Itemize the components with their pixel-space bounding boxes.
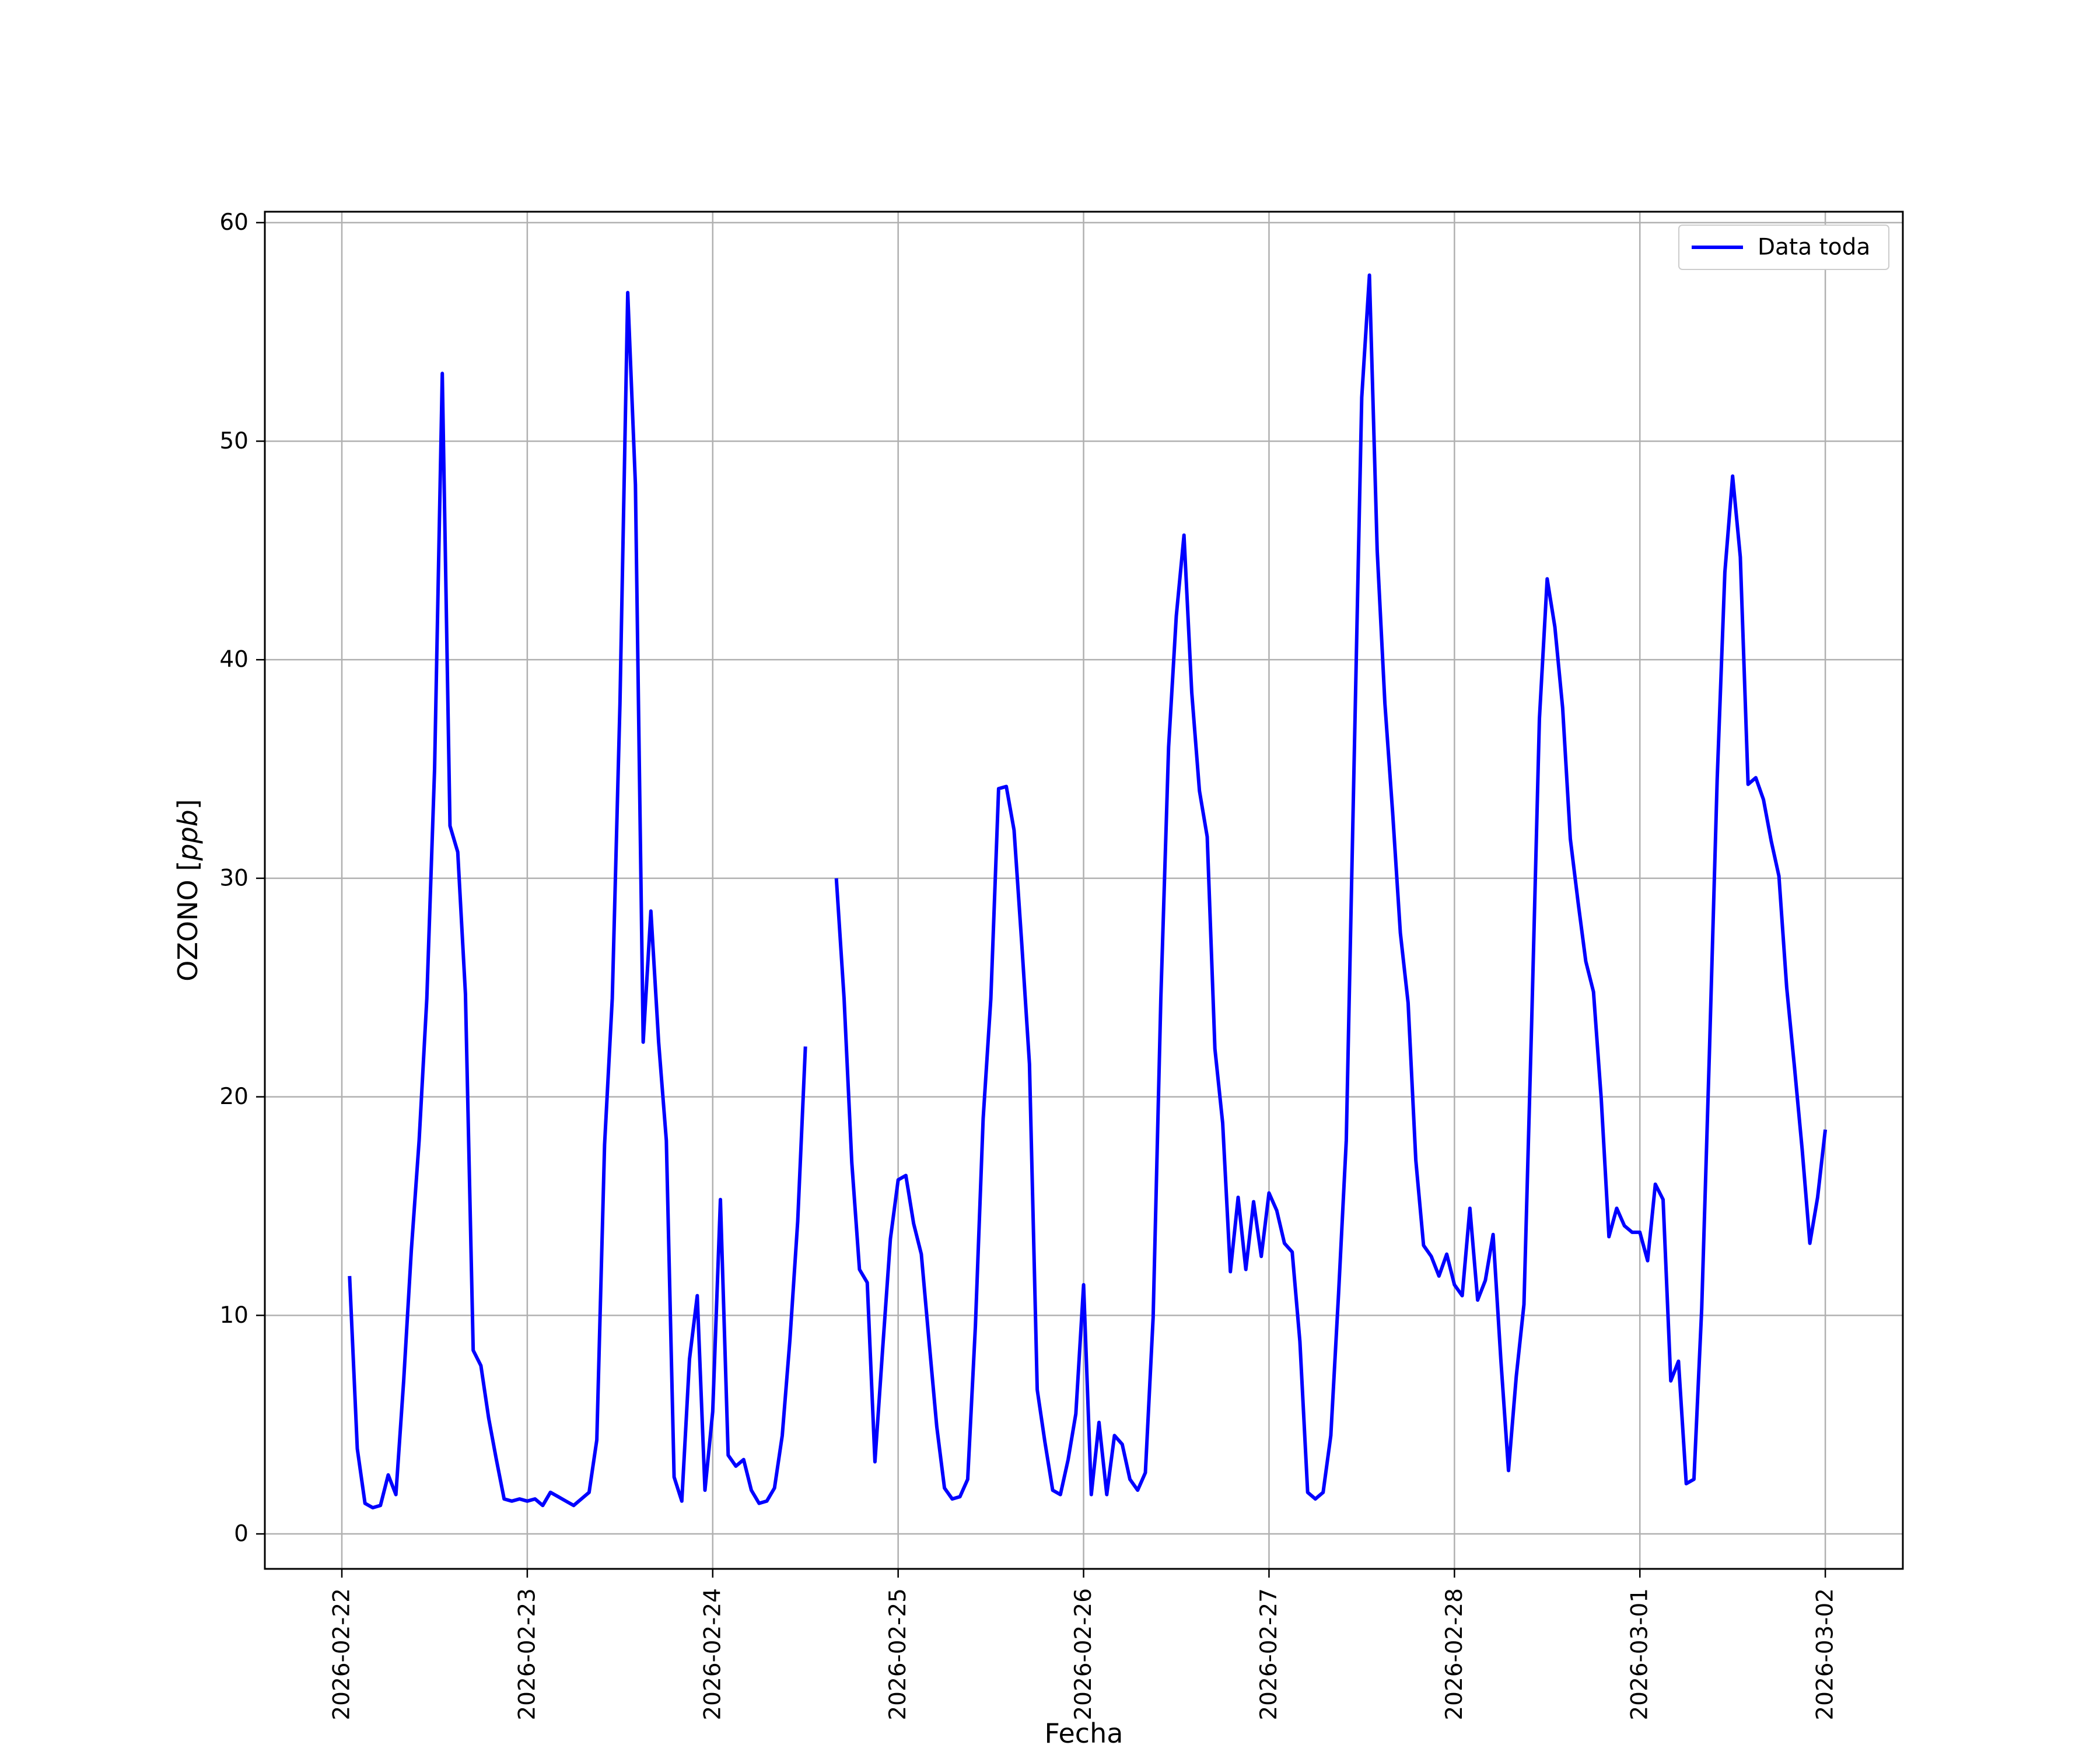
y-axis-label-unit: ppb — [172, 810, 204, 861]
x-tick-label: 2026-02-27 — [1256, 1588, 1282, 1721]
y-tick-label: 30 — [219, 865, 249, 891]
x-tick-label: 2026-02-22 — [329, 1588, 355, 1721]
y-tick-label: 40 — [219, 647, 249, 673]
x-tick-label: 2026-02-26 — [1070, 1588, 1097, 1721]
legend-box — [1678, 225, 1889, 270]
x-tick-label: 2026-02-23 — [514, 1588, 540, 1721]
y-axis-label-bracket-open: [ — [172, 861, 204, 871]
ticks: 2026-02-22 2026-02-23 2026-02-24 2026-02-25… — [219, 209, 1838, 1720]
series-line-segment — [348, 290, 807, 1510]
series-line-segment — [834, 273, 1828, 1501]
x-axis-label: Fecha — [1045, 1718, 1124, 1749]
y-tick-label: 10 — [219, 1302, 249, 1329]
x-tick-label: 2026-02-24 — [699, 1588, 726, 1721]
series-layer — [348, 273, 1828, 1510]
legend-entry-label: Data toda — [1758, 234, 1870, 261]
x-tick-label: 2026-02-28 — [1441, 1588, 1468, 1721]
y-tick-label: 20 — [219, 1084, 249, 1110]
x-tick-label: 2026-03-02 — [1812, 1588, 1839, 1721]
y-axis-label: OZONO [ppb] — [172, 799, 204, 982]
y-axis-label-bracket-close: ] — [172, 799, 204, 810]
y-tick-label: 60 — [219, 209, 249, 236]
y-axis-label-main: OZONO — [172, 871, 204, 982]
x-tick-label: 2026-03-01 — [1627, 1588, 1653, 1721]
y-tick-label: 50 — [219, 428, 249, 454]
x-tick-label: 2026-02-25 — [885, 1588, 911, 1721]
legend: Data toda — [1678, 225, 1889, 270]
y-tick-label: 0 — [234, 1521, 249, 1547]
